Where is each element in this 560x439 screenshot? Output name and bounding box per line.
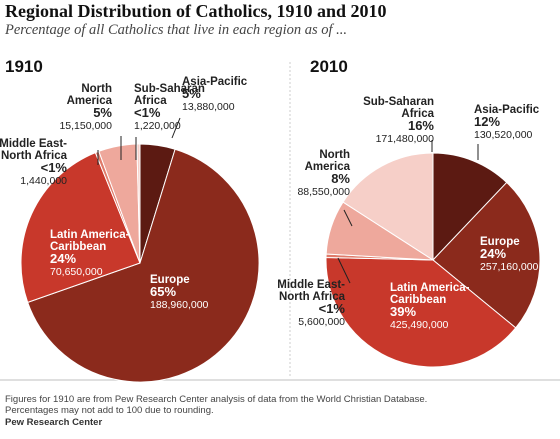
slice-label-1910-north-america: North America 5% 15,150,000 [59, 83, 112, 132]
slice-label-2010-north-america: North America 8% 88,550,000 [297, 149, 350, 198]
pie-2010: 2010 Asia-Pacific 12% 130,520,000 Europe 24% 2… [277, 57, 541, 368]
leader-line-2010-middle-east-north-africa [337, 257, 351, 284]
pie-title-2010: 2010 [310, 57, 348, 76]
leader-line-1910-asia-pacific [171, 117, 181, 139]
pie-1910: 1910 Asia-Pacific 5% 13,880,000 Europe 65% 188… [0, 57, 260, 383]
slice-2010-latin-america-caribbean [325, 256, 517, 368]
slice-2010-sub-saharan-africa [342, 152, 434, 261]
slice-label-1910-latin-america-caribbean: Latin America-Caribbean 24% 70,650,000 [50, 229, 130, 278]
slice-label-2010-middle-east-north-africa: Middle East-North Africa <1% 5,600,000 [277, 279, 345, 328]
slice-label-1910-asia-pacific: Asia-Pacific 5% 13,880,000 [182, 76, 248, 113]
slice-label-2010-latin-america-caribbean: Latin America-Caribbean 39% 425,490,000 [390, 282, 470, 331]
slice-label-2010-sub-saharan-africa: Sub-Saharan Africa 16% 171,480,000 [363, 96, 435, 145]
source-credit: Pew Research Center [5, 417, 103, 428]
chart-subtitle: Percentage of all Catholics that live in… [5, 22, 348, 38]
slice-label-2010-europe: Europe 24% 257,160,000 [480, 236, 539, 273]
slice-1910-europe [27, 148, 260, 383]
slice-label-2010-asia-pacific: Asia-Pacific 12% 130,520,000 [474, 104, 540, 141]
slice-label-1910-europe: Europe 65% 188,960,000 [150, 274, 209, 311]
slice-label-1910-sub-saharan-africa: Sub-Saharan Africa <1% 1,220,000 [134, 83, 205, 132]
slice-1910-sub-saharan-africa [136, 143, 141, 264]
leader-line-2010-north-america [343, 209, 353, 227]
footnote-line-2: Percentages may not add to 100 due to ro… [5, 405, 214, 416]
pie-title-1910: 1910 [5, 57, 43, 76]
footnote-line-1: Figures for 1910 are from Pew Research C… [5, 394, 428, 405]
slice-label-1910-middle-east-north-africa: Middle East-North Africa <1% 1,440,000 [0, 138, 68, 187]
chart-title: Regional Distribution of Catholics, 1910… [5, 1, 387, 21]
slice-2010-asia-pacific [432, 152, 508, 262]
slice-2010-europe [432, 181, 541, 329]
